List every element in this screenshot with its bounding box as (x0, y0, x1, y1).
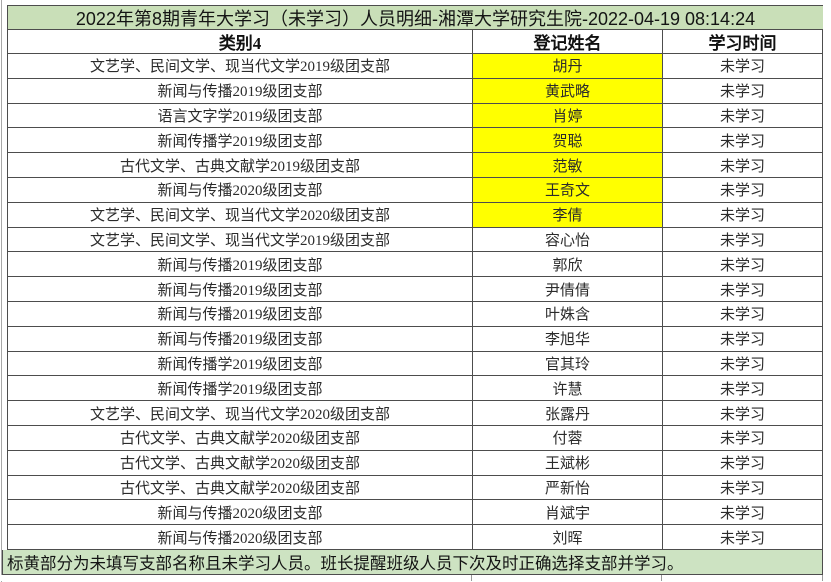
name-cell[interactable]: 张露丹 (473, 401, 663, 425)
table-row: 古代文学、古典文献学2020级团支部 严新怡 未学习 (7, 475, 823, 501)
table-row: 新闻与传播2019级团支部 李旭华 未学习 (7, 326, 823, 352)
category-cell[interactable]: 语言文字学2019级团支部 (8, 103, 473, 128)
name-cell[interactable]: 肖婷 (473, 103, 663, 128)
name-cell[interactable]: 付蓉 (473, 425, 663, 450)
table-row: 古代文学、古典文献学2020级团支部 付蓉 未学习 (7, 425, 823, 451)
category-cell[interactable]: 新闻与传播2020级团支部 (8, 500, 473, 525)
category-cell[interactable]: 文艺学、民间文学、现当代文学2020级团支部 (8, 202, 473, 227)
table-row: 新闻与传播2020级团支部 刘晖 未学习 (7, 525, 823, 550)
name-cell[interactable]: 黄武略 (473, 78, 663, 103)
category-cell[interactable]: 新闻与传播2019级团支部 (8, 252, 473, 277)
status-cell[interactable]: 未学习 (663, 500, 823, 525)
table-row: 新闻与传播2019级团支部 郭欣 未学习 (7, 252, 823, 278)
column-header-category[interactable]: 类别4 (8, 30, 473, 53)
category-cell[interactable]: 古代文学、古典文献学2019级团支部 (8, 153, 473, 177)
sheet-left-gridline (1, 0, 2, 582)
status-cell[interactable]: 未学习 (663, 450, 823, 475)
table-row: 文艺学、民间文学、现当代文学2020级团支部 张露丹 未学习 (7, 401, 823, 426)
status-cell[interactable]: 未学习 (663, 351, 823, 376)
table-row: 语言文字学2019级团支部 肖婷 未学习 (7, 103, 823, 129)
category-cell[interactable]: 文艺学、民间文学、现当代文学2020级团支部 (8, 401, 473, 425)
name-cell[interactable]: 刘晖 (473, 525, 663, 549)
gridline-stub (822, 575, 823, 582)
name-cell[interactable]: 容心怡 (473, 227, 663, 252)
status-cell[interactable]: 未学习 (663, 401, 823, 425)
footer-note-text: 标黄部分为未填写支部名称且未学习人员。班长提醒班级人员下次及时正确选择支部并学习… (7, 555, 684, 574)
status-cell[interactable]: 未学习 (663, 78, 823, 103)
category-cell[interactable]: 新闻传播学2019级团支部 (8, 376, 473, 401)
title-bar-cell[interactable]: 2022年第8期青年大学习（未学习）人员明细-湘潭大学研究生院-2022-04-… (7, 5, 823, 30)
table-row: 文艺学、民间文学、现当代文学2020级团支部 李倩 未学习 (7, 202, 823, 228)
table-row: 新闻传播学2019级团支部 贺聪 未学习 (7, 128, 823, 154)
category-cell[interactable]: 古代文学、古典文献学2020级团支部 (8, 425, 473, 450)
table-row: 新闻与传播2019级团支部 黄武略 未学习 (7, 78, 823, 104)
status-cell[interactable]: 未学习 (663, 202, 823, 227)
category-cell[interactable]: 古代文学、古典文献学2020级团支部 (8, 475, 473, 500)
name-cell[interactable]: 肖斌宇 (473, 500, 663, 525)
category-cell[interactable]: 新闻与传播2019级团支部 (8, 326, 473, 351)
column-header-name[interactable]: 登记姓名 (473, 30, 663, 53)
bottom-strip (0, 575, 831, 582)
category-cell[interactable]: 新闻与传播2020级团支部 (8, 525, 473, 549)
name-cell[interactable]: 叶姝含 (473, 301, 663, 326)
status-cell[interactable]: 未学习 (663, 128, 823, 153)
category-cell[interactable]: 文艺学、民间文学、现当代文学2019级团支部 (8, 54, 473, 78)
name-cell[interactable]: 严新怡 (473, 475, 663, 500)
category-cell[interactable]: 文艺学、民间文学、现当代文学2019级团支部 (8, 227, 473, 252)
name-cell[interactable]: 郭欣 (473, 252, 663, 277)
status-cell[interactable]: 未学习 (663, 54, 823, 78)
table-header-row: 类别4 登记姓名 学习时间 (7, 30, 823, 54)
status-cell[interactable]: 未学习 (663, 326, 823, 351)
category-cell[interactable]: 新闻与传播2019级团支部 (8, 277, 473, 301)
status-cell[interactable]: 未学习 (663, 425, 823, 450)
category-cell[interactable]: 新闻传播学2019级团支部 (8, 351, 473, 376)
table-body: 文艺学、民间文学、现当代文学2019级团支部 胡丹 未学习 新闻与传播2019级… (0, 54, 831, 550)
category-cell[interactable]: 新闻与传播2020级团支部 (8, 177, 473, 202)
table-row: 古代文学、古典文献学2019级团支部 范敏 未学习 (7, 153, 823, 178)
name-cell[interactable]: 尹倩倩 (473, 277, 663, 301)
status-cell[interactable]: 未学习 (663, 277, 823, 301)
column-header-status[interactable]: 学习时间 (663, 30, 823, 53)
table-row: 新闻与传播2020级团支部 王奇文 未学习 (7, 177, 823, 203)
footer-note-cell[interactable]: 标黄部分为未填写支部名称且未学习人员。班长提醒班级人员下次及时正确选择支部并学习… (2, 549, 823, 576)
table-row: 新闻与传播2020级团支部 肖斌宇 未学习 (7, 500, 823, 526)
category-cell[interactable]: 古代文学、古典文献学2020级团支部 (8, 450, 473, 475)
name-cell[interactable]: 李旭华 (473, 326, 663, 351)
status-cell[interactable]: 未学习 (663, 153, 823, 177)
table-row: 文艺学、民间文学、现当代文学2019级团支部 容心怡 未学习 (7, 227, 823, 253)
name-cell[interactable]: 王斌彬 (473, 450, 663, 475)
name-cell[interactable]: 王奇文 (473, 177, 663, 202)
gridline-stub (471, 575, 472, 582)
name-cell[interactable]: 胡丹 (473, 54, 663, 78)
gridline-stub (661, 575, 662, 582)
status-cell[interactable]: 未学习 (663, 475, 823, 500)
table-row: 新闻与传播2019级团支部 叶姝含 未学习 (7, 301, 823, 327)
category-cell[interactable]: 新闻与传播2019级团支部 (8, 301, 473, 326)
name-cell[interactable]: 官其玲 (473, 351, 663, 376)
name-cell[interactable]: 李倩 (473, 202, 663, 227)
status-cell[interactable]: 未学习 (663, 301, 823, 326)
table-row: 文艺学、民间文学、现当代文学2019级团支部 胡丹 未学习 (7, 54, 823, 79)
status-cell[interactable]: 未学习 (663, 252, 823, 277)
table-row: 新闻与传播2019级团支部 尹倩倩 未学习 (7, 277, 823, 302)
name-cell[interactable]: 许慧 (473, 376, 663, 401)
status-cell[interactable]: 未学习 (663, 103, 823, 128)
status-cell[interactable]: 未学习 (663, 177, 823, 202)
category-cell[interactable]: 新闻传播学2019级团支部 (8, 128, 473, 153)
table-row: 新闻传播学2019级团支部 许慧 未学习 (7, 376, 823, 402)
table-row: 新闻传播学2019级团支部 官其玲 未学习 (7, 351, 823, 377)
category-cell[interactable]: 新闻与传播2019级团支部 (8, 78, 473, 103)
status-cell[interactable]: 未学习 (663, 376, 823, 401)
name-cell[interactable]: 贺聪 (473, 128, 663, 153)
status-cell[interactable]: 未学习 (663, 227, 823, 252)
page-title: 2022年第8期青年大学习（未学习）人员明细-湘潭大学研究生院-2022-04-… (75, 8, 756, 29)
status-cell[interactable]: 未学习 (663, 525, 823, 549)
name-cell[interactable]: 范敏 (473, 153, 663, 177)
table-row: 古代文学、古典文献学2020级团支部 王斌彬 未学习 (7, 450, 823, 476)
